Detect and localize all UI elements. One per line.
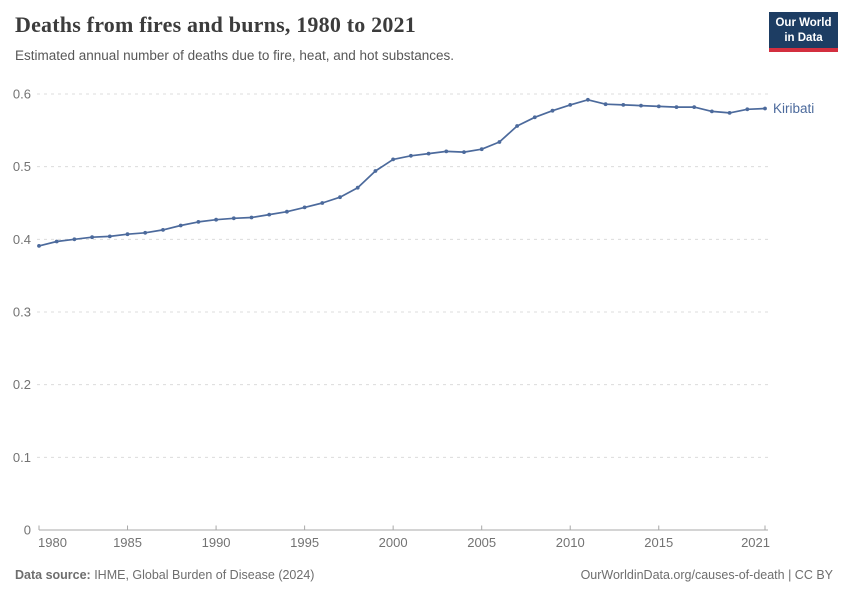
data-point <box>107 234 112 239</box>
data-point <box>532 115 537 120</box>
y-axis-label: 0 <box>24 523 31 538</box>
data-point <box>639 103 643 108</box>
data-point <box>302 205 307 210</box>
data-point <box>727 111 732 115</box>
data-source-text: IHME, Global Burden of Disease (2024) <box>90 568 315 582</box>
y-axis-label: 0.5 <box>13 159 31 174</box>
data-point <box>338 195 342 200</box>
owid-logo-line1: Our World <box>775 17 832 29</box>
data-point <box>320 201 325 205</box>
data-point <box>249 215 254 220</box>
data-point <box>621 103 626 107</box>
data-point <box>763 106 767 111</box>
data-point <box>125 232 130 237</box>
data-point <box>196 220 201 224</box>
data-point <box>674 105 679 109</box>
data-point <box>745 107 750 112</box>
data-point <box>515 124 519 128</box>
data-source: Data source: IHME, Global Burden of Dise… <box>15 568 314 582</box>
series-line-kiribati <box>38 98 766 247</box>
data-point <box>143 230 148 235</box>
data-point <box>161 228 165 232</box>
owid-logo: Our World in Data <box>769 12 838 53</box>
data-point <box>267 212 272 217</box>
data-point <box>90 235 94 240</box>
data-point <box>37 244 41 248</box>
data-point <box>656 104 661 109</box>
data-point <box>710 109 714 114</box>
x-axis-label: 2021 <box>741 535 770 550</box>
data-point <box>603 102 608 107</box>
y-axis-label: 0.2 <box>13 377 31 392</box>
x-axis-label: 2000 <box>379 535 408 550</box>
attribution: OurWorldinData.org/causes-of-death | CC … <box>580 568 833 582</box>
x-axis-label: 1995 <box>290 535 319 550</box>
series-label-kiribati: Kiribati <box>773 101 814 116</box>
data-point <box>285 209 289 214</box>
data-point <box>568 103 573 107</box>
x-axis-label: 2015 <box>644 535 673 550</box>
data-point <box>214 217 219 222</box>
data-point <box>426 151 431 156</box>
data-point <box>550 108 555 113</box>
data-point <box>586 97 590 102</box>
owid-logo-line2: in Data <box>784 31 823 44</box>
chart-footer: Data source: IHME, Global Burden of Dise… <box>15 568 833 582</box>
x-axis-label: 1985 <box>113 535 142 550</box>
y-axis-label: 0.3 <box>13 305 31 320</box>
data-point <box>444 149 449 154</box>
data-point <box>373 169 378 173</box>
data-point <box>355 185 360 190</box>
data-point <box>692 105 697 109</box>
x-axis-label: 2010 <box>556 535 585 550</box>
data-point <box>178 223 183 228</box>
page-title: Deaths from fires and burns, 1980 to 202… <box>15 12 416 37</box>
chart-subtitle: Estimated annual number of deaths due to… <box>15 48 455 63</box>
data-point <box>409 153 413 158</box>
x-axis-label: 1990 <box>202 535 231 550</box>
data-point <box>479 147 484 152</box>
data-point <box>231 216 236 221</box>
y-axis-label: 0.6 <box>13 87 31 102</box>
data-point <box>497 140 502 144</box>
data-point <box>462 150 466 155</box>
y-axis-label: 0.1 <box>13 450 31 465</box>
data-source-label: Data source: <box>15 568 91 582</box>
x-axis-label: 1980 <box>38 535 67 550</box>
data-point <box>54 239 59 244</box>
data-point <box>72 237 77 242</box>
x-axis-label: 2005 <box>467 535 496 550</box>
y-axis-label: 0.4 <box>13 232 31 247</box>
data-point <box>391 157 395 162</box>
